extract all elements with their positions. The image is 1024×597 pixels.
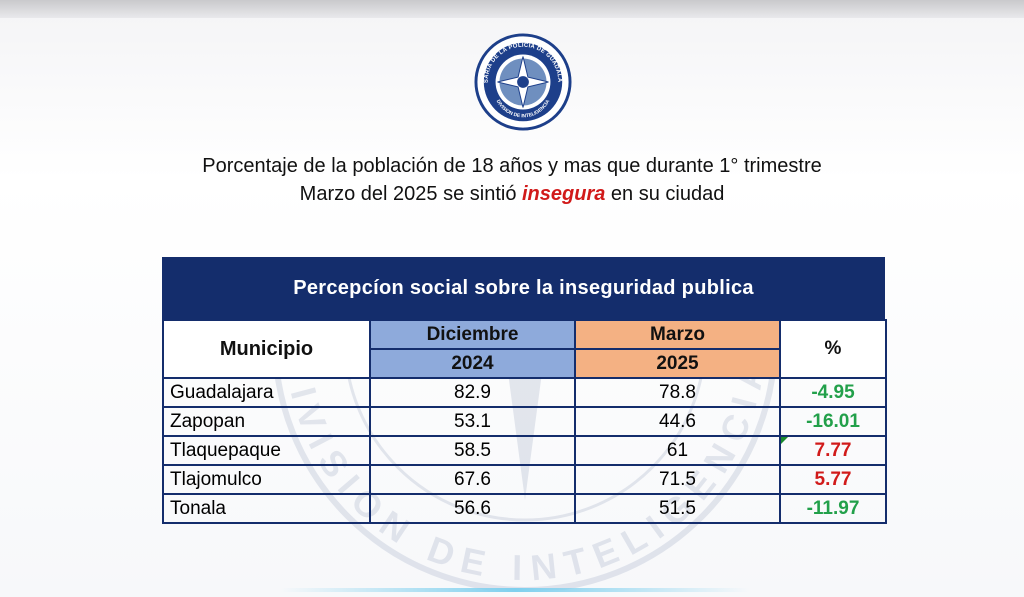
header-percent: % [779, 319, 887, 379]
mar-2025-cell: 61 [574, 435, 781, 466]
header-marzo: Marzo [574, 319, 781, 350]
insecurity-table: Percepcíon social sobre la inseguridad p… [162, 257, 887, 524]
percent-change-cell: -4.95 [779, 377, 887, 408]
police-seal-logo: COMISARIA DE LA POLICIA DE GUADALAJARA D… [474, 33, 572, 131]
dic-2024-cell: 56.6 [369, 493, 576, 524]
heading-line-2: Marzo del 2025 se sintió insegura en su … [120, 180, 904, 208]
percent-change-cell: 7.77 [779, 435, 887, 466]
mar-2025-cell: 78.8 [574, 377, 781, 408]
header-municipio: Municipio [162, 319, 371, 379]
table-row: Tlajomulco 67.6 71.5 5.77 [162, 464, 887, 495]
bottom-accent-line [280, 588, 750, 592]
municipio-cell: Zapopan [162, 406, 371, 437]
heading-emphasis: insegura [522, 183, 606, 205]
top-bar [0, 0, 1024, 18]
percent-change-cell: -16.01 [779, 406, 887, 437]
page-heading: Porcentaje de la población de 18 años y … [120, 152, 904, 208]
percent-change-cell: 5.77 [779, 464, 887, 495]
table-row: Tonala 56.6 51.5 -11.97 [162, 493, 887, 524]
header-year-2025: 2025 [574, 348, 781, 379]
dic-2024-cell: 53.1 [369, 406, 576, 437]
municipio-cell: Tlajomulco [162, 464, 371, 495]
header-year-2024: 2024 [369, 348, 576, 379]
table-row: Tlaquepaque 58.5 61 7.77 [162, 435, 887, 466]
header-row-2: 2024 2025 [163, 348, 886, 379]
mar-2025-cell: 44.6 [574, 406, 781, 437]
header-diciembre: Diciembre [369, 319, 576, 350]
table-row: Guadalajara 82.9 78.8 -4.95 [162, 377, 887, 408]
heading-line-2-suffix: en su ciudad [605, 183, 725, 205]
municipio-cell: Guadalajara [162, 377, 371, 408]
municipio-cell: Tonala [162, 493, 371, 524]
data-table: Municipio Diciembre Marzo % 2024 2025 Gu… [162, 319, 887, 524]
header-row-1: Municipio Diciembre Marzo % [162, 319, 887, 379]
dic-2024-cell: 58.5 [369, 435, 576, 466]
mar-2025-cell: 71.5 [574, 464, 781, 495]
mar-2025-cell: 51.5 [574, 493, 781, 524]
dic-2024-cell: 67.6 [369, 464, 576, 495]
municipio-cell: Tlaquepaque [162, 435, 371, 466]
percent-change-cell: -11.97 [779, 493, 887, 524]
table-row: Zapopan 53.1 44.6 -16.01 [162, 406, 887, 437]
heading-line-2-prefix: Marzo del 2025 se sintió [299, 183, 522, 205]
table-title: Percepcíon social sobre la inseguridad p… [162, 257, 885, 319]
dic-2024-cell: 82.9 [369, 377, 576, 408]
heading-line-1: Porcentaje de la población de 18 años y … [202, 155, 822, 177]
